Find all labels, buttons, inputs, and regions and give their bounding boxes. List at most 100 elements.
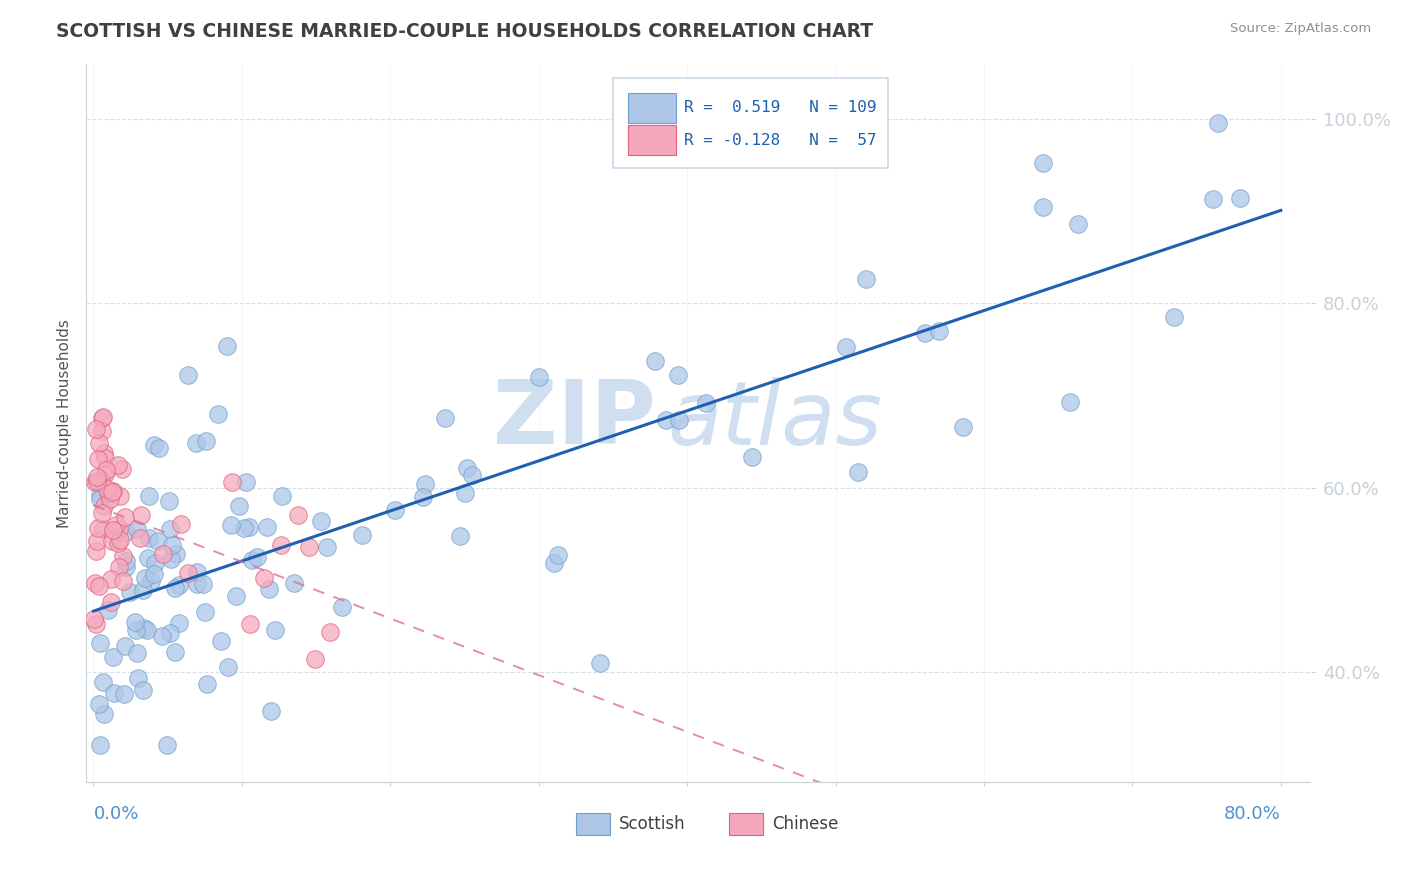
Point [461, 467, 484, 482]
Point [157, 494, 180, 508]
Point [86, 534, 108, 549]
Point [547, 549, 569, 563]
Point [134, 621, 156, 635]
Point [215, 339, 238, 353]
Point [311, 514, 333, 528]
Point [191, 576, 214, 591]
Bar [728, 814, 763, 835]
Point [298, 540, 321, 554]
Point [264, 623, 287, 637]
Point [160, 551, 183, 566]
Point [239, 617, 262, 632]
FancyBboxPatch shape [628, 93, 676, 123]
Point [93, 706, 115, 721]
Point [456, 460, 478, 475]
Point [101, 523, 124, 537]
Point [142, 438, 165, 452]
Point [159, 522, 181, 536]
Point [195, 434, 218, 449]
Point [93, 446, 115, 460]
Point [167, 578, 190, 592]
Point [86, 452, 108, 467]
Point [194, 605, 217, 619]
Point [186, 577, 208, 591]
Point [86, 521, 108, 535]
Point [110, 489, 132, 503]
Point [527, 369, 550, 384]
Point [100, 572, 122, 586]
Point [97, 603, 120, 617]
Point [100, 594, 122, 608]
Point [1067, 217, 1090, 231]
Point [928, 325, 950, 339]
Point [152, 547, 174, 561]
Text: R =  0.519   N = 109: R = 0.519 N = 109 [683, 101, 876, 115]
Point [111, 461, 134, 475]
Text: R = -0.128   N =  57: R = -0.128 N = 57 [683, 133, 876, 148]
Point [219, 517, 242, 532]
Point [101, 484, 124, 499]
Point [87, 698, 110, 712]
Point [666, 368, 689, 383]
Point [114, 525, 136, 540]
Point [316, 541, 339, 555]
Point [165, 548, 187, 562]
Point [115, 554, 138, 568]
Point [107, 536, 129, 550]
Point [350, 527, 373, 541]
Point [91, 410, 114, 425]
Point [91, 675, 114, 690]
Point [169, 517, 191, 532]
Point [454, 486, 477, 500]
Point [127, 671, 149, 685]
Point [91, 424, 114, 438]
FancyBboxPatch shape [613, 78, 889, 169]
Point [240, 552, 263, 566]
Point [89, 488, 111, 502]
Point [412, 490, 434, 504]
Point [176, 566, 198, 581]
Point [105, 518, 128, 533]
Point [84, 422, 107, 436]
Point [138, 489, 160, 503]
Point [94, 467, 117, 481]
Point [855, 272, 877, 286]
Text: SCOTTISH VS CHINESE MARRIED-COUPLE HOUSEHOLDS CORRELATION CHART: SCOTTISH VS CHINESE MARRIED-COUPLE HOUSE… [56, 22, 873, 41]
Text: 80.0%: 80.0% [1225, 805, 1281, 823]
Point [138, 531, 160, 545]
Point [124, 615, 146, 630]
Point [132, 683, 155, 698]
Point [96, 482, 118, 496]
Point [112, 574, 135, 588]
Point [84, 616, 107, 631]
Point [914, 326, 936, 340]
Point [108, 533, 131, 547]
Point [146, 533, 169, 548]
Point [221, 475, 243, 489]
Point [148, 441, 170, 455]
Point [1163, 310, 1185, 324]
Point [1202, 192, 1225, 206]
Point [848, 465, 870, 479]
Text: Chinese: Chinese [772, 815, 838, 833]
Point [384, 503, 406, 517]
Point [186, 436, 208, 450]
Point [169, 615, 191, 630]
Point [112, 688, 135, 702]
Point [644, 353, 666, 368]
Point [139, 574, 162, 588]
Point [86, 474, 108, 488]
Point [330, 600, 353, 615]
Point [101, 533, 124, 548]
Point [177, 368, 200, 382]
Point [83, 611, 105, 625]
Point [270, 538, 292, 552]
Point [1032, 201, 1054, 215]
Point [129, 508, 152, 523]
Point [449, 529, 471, 543]
Point [225, 589, 247, 603]
Point [84, 576, 107, 591]
Point [415, 476, 437, 491]
Point [543, 556, 565, 570]
Point [304, 652, 326, 666]
